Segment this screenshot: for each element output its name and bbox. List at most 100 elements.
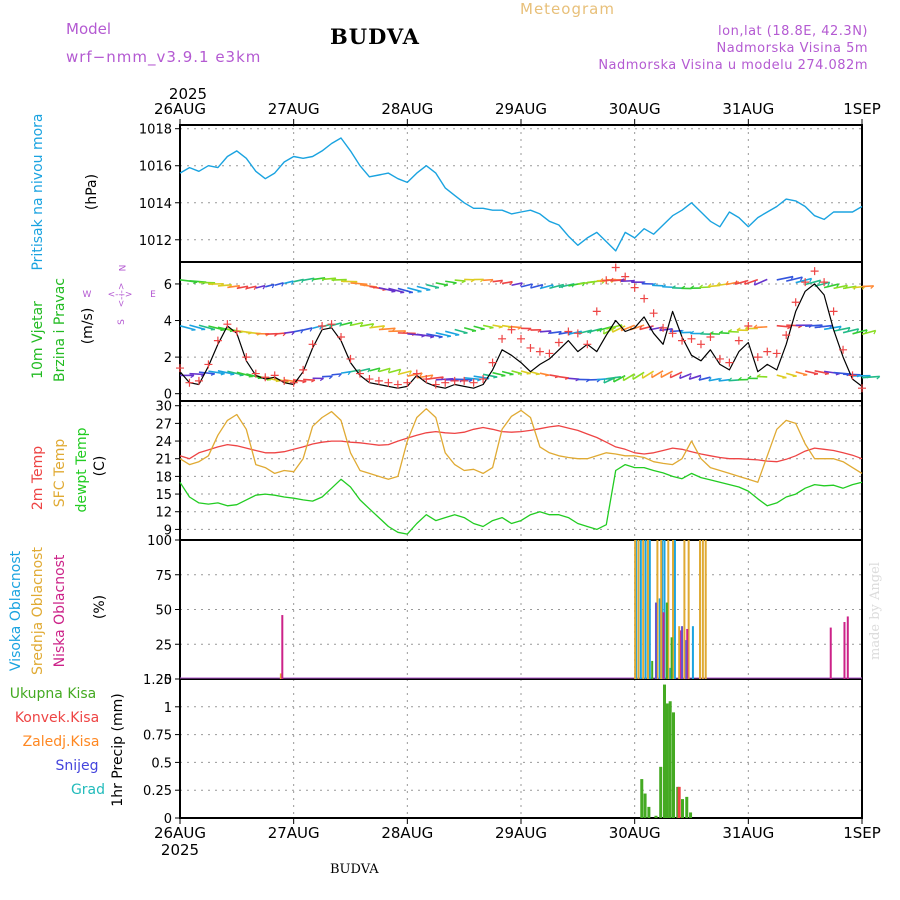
wind-gust-mark [573,329,582,338]
wind-gust-mark [469,378,478,387]
wind-arrow [708,377,721,382]
wind-gust-mark [327,320,336,329]
wind-arrow [804,370,819,375]
time-tick-label-top: 1SEP [843,100,881,118]
precip-bar [640,779,644,818]
wind-arrow-head [398,369,402,374]
cloud-bar [846,616,849,679]
wind-gust-mark [801,278,810,287]
precip-bar [654,815,658,818]
wind-gust-mark [829,307,838,316]
wind-arrow-head [818,280,822,285]
wind-arrow [454,279,466,282]
wind-arrow-head [499,280,504,284]
cloud-bar [279,673,282,679]
wind-arrow-head [753,280,756,286]
y-tick-label: 21 [155,453,172,468]
wind-gust-mark [346,354,355,363]
precip-bar [677,786,681,818]
wind-arrow [814,281,830,288]
precip-bar [643,793,647,818]
precip-legend-label: Konvek.Kisa [15,710,99,726]
compass-arrows-h: <---> [108,290,133,300]
precip-frame [179,678,863,819]
wind-arrow-head [309,327,313,332]
wind-arrow [378,286,396,293]
wind-arrow-head [489,327,494,329]
wind-arrow [698,376,711,381]
cloud-bar [699,540,702,679]
wind-arrow-head [339,322,343,327]
clouds-panel: 0 25 50 75 100 [147,534,863,688]
wind-arrow [814,324,833,329]
wind-arrow [369,367,381,372]
wind-arrow [861,375,880,379]
wind-arrow [501,324,512,328]
wind-arrow-head [609,277,614,282]
wind-arrow-head [545,374,550,377]
wind-arrow-head [734,280,738,285]
wind-gust-mark [687,334,696,343]
precip-bar [672,712,676,818]
wind-gust-mark [460,376,469,385]
precip-axis-label: 1hr Precip (mm) [110,693,126,806]
y-tick-label: 0.75 [143,729,172,744]
precip-legend-label: Snijeg [55,758,98,774]
wind-arrow-head [489,279,494,283]
wind-arrow-head [190,374,195,379]
wind-arrow-head [455,334,460,336]
wind-arrow [549,374,560,378]
wind-gust-mark [592,307,601,316]
wind-arrow [217,370,235,375]
wind-arrow [198,324,216,331]
wind-arrow [302,277,315,282]
time-tick-label-top: 29AUG [495,100,547,118]
wind-arrow-head [367,368,371,373]
wind-arrow [435,332,452,338]
wind-arrow [236,371,253,378]
wind-arrow-head [530,283,534,288]
wind-arrow [265,283,275,288]
wind-arrow [340,321,353,326]
footer-station: BUDVA [330,862,379,877]
y-tick-label: 0.25 [143,784,172,799]
wind-arrow [511,370,523,375]
wind-gust-mark [441,378,450,387]
wind-arrow-head [519,282,523,287]
elevation-label: Nadmorska Visina 5m [716,41,868,56]
y-tick-label: 30 [155,400,172,415]
wind-arrow-head [239,374,244,377]
wind-arrow [445,330,460,336]
wind-arrow-head [698,376,702,381]
wind-gust-mark [602,276,611,285]
precip-bar [685,796,689,818]
wind-arrow [378,367,391,373]
wind-arrow [795,277,812,284]
wind-arrow [833,326,851,332]
wind-arrow [179,325,196,331]
location-label: lon,lat (18.8E, 42.3N) [718,24,868,39]
wind-arrow-head [690,330,695,334]
wind-arrow [861,285,874,288]
wind-arrow [284,330,295,334]
wind-arrow [283,280,294,285]
wind-arrow [669,371,683,379]
wind-arrow [435,282,448,286]
wind-arrow-head [461,280,466,284]
y-tick-label: 0 [164,812,172,827]
wind-arrow [492,371,506,377]
wind-gust-mark [270,371,279,380]
wind-gust-mark [261,373,270,382]
wind-arrow [236,285,249,290]
wind-arrow [227,370,244,376]
wind-arrow-head [517,326,522,330]
time-tick-label-bottom: 30AUG [609,824,661,842]
wind-arrow [530,283,544,289]
wind-arrow-head [690,285,695,289]
wind-gust-mark [772,349,781,358]
wind-arrow-head [681,285,686,289]
y-tick-label: 12 [155,506,172,521]
wind-arrow-head [798,325,803,329]
compass-arrows-v: <---> [117,283,127,308]
wind-arrow-head [509,281,513,286]
